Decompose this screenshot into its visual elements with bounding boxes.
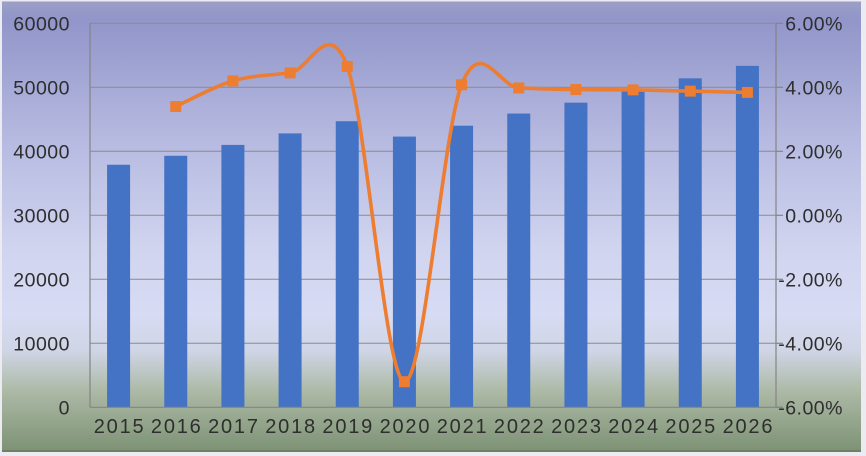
marker-2019 (341, 61, 353, 72)
marker-2016 (170, 101, 182, 112)
bar-2020 (392, 136, 416, 408)
marker-2024 (627, 84, 639, 96)
marker-2026 (741, 86, 753, 98)
left-axis-label-30000: 30000 (13, 205, 70, 227)
x-axis-label-2015: 2015 (94, 416, 146, 438)
bar-2022 (507, 113, 531, 408)
marker-2018 (284, 67, 296, 79)
x-axis-label-2019: 2019 (322, 416, 374, 438)
right-axis-label--6.00%: -6.00% (778, 397, 843, 419)
x-axis-label-2023: 2023 (551, 416, 603, 438)
left-axis-label-20000: 20000 (13, 269, 70, 291)
bar-2024 (621, 90, 645, 408)
x-axis-label-2018: 2018 (265, 416, 317, 438)
x-axis-label-2026: 2026 (723, 416, 775, 438)
left-axis-label-50000: 50000 (13, 77, 70, 99)
marker-2025 (684, 85, 696, 97)
right-axis-label-4.00%: 4.00% (785, 77, 843, 99)
left-axis-label-0: 0 (59, 397, 70, 419)
bar-2021 (450, 125, 474, 408)
chart-bottom-edge (2, 450, 861, 452)
bar-2023 (564, 102, 588, 408)
left-axis-label-10000: 10000 (13, 333, 70, 355)
marker-2021 (456, 79, 468, 91)
right-axis-label-2.00%: 2.00% (785, 141, 843, 163)
bar-2026 (735, 65, 759, 408)
bar-2018 (278, 133, 302, 408)
left-axis-label-60000: 60000 (13, 13, 70, 35)
x-axis-label-2022: 2022 (494, 416, 546, 438)
bar-2016 (164, 155, 188, 408)
x-axis-label-2025: 2025 (665, 416, 717, 438)
marker-2023 (570, 84, 582, 96)
bar-2025 (678, 78, 702, 408)
bar-2017 (221, 144, 245, 408)
right-axis-label--2.00%: -2.00% (778, 269, 843, 291)
marker-2017 (227, 75, 239, 87)
right-axis-label-0.00%: 0.00% (785, 205, 843, 227)
marker-2022 (513, 82, 525, 94)
left-axis-label-40000: 40000 (13, 141, 70, 163)
x-axis-label-2017: 2017 (208, 416, 260, 438)
x-axis-label-2024: 2024 (608, 416, 660, 438)
bar-2019 (335, 121, 359, 408)
bar-2015 (107, 164, 131, 408)
x-axis-label-2021: 2021 (437, 416, 489, 438)
chart-background (2, 1, 861, 450)
x-axis-label-2020: 2020 (380, 416, 432, 438)
right-axis-label--4.00%: -4.00% (778, 333, 843, 355)
x-axis-label-2016: 2016 (151, 416, 203, 438)
right-axis-label-6.00%: 6.00% (785, 13, 843, 35)
marker-2020 (398, 376, 410, 388)
